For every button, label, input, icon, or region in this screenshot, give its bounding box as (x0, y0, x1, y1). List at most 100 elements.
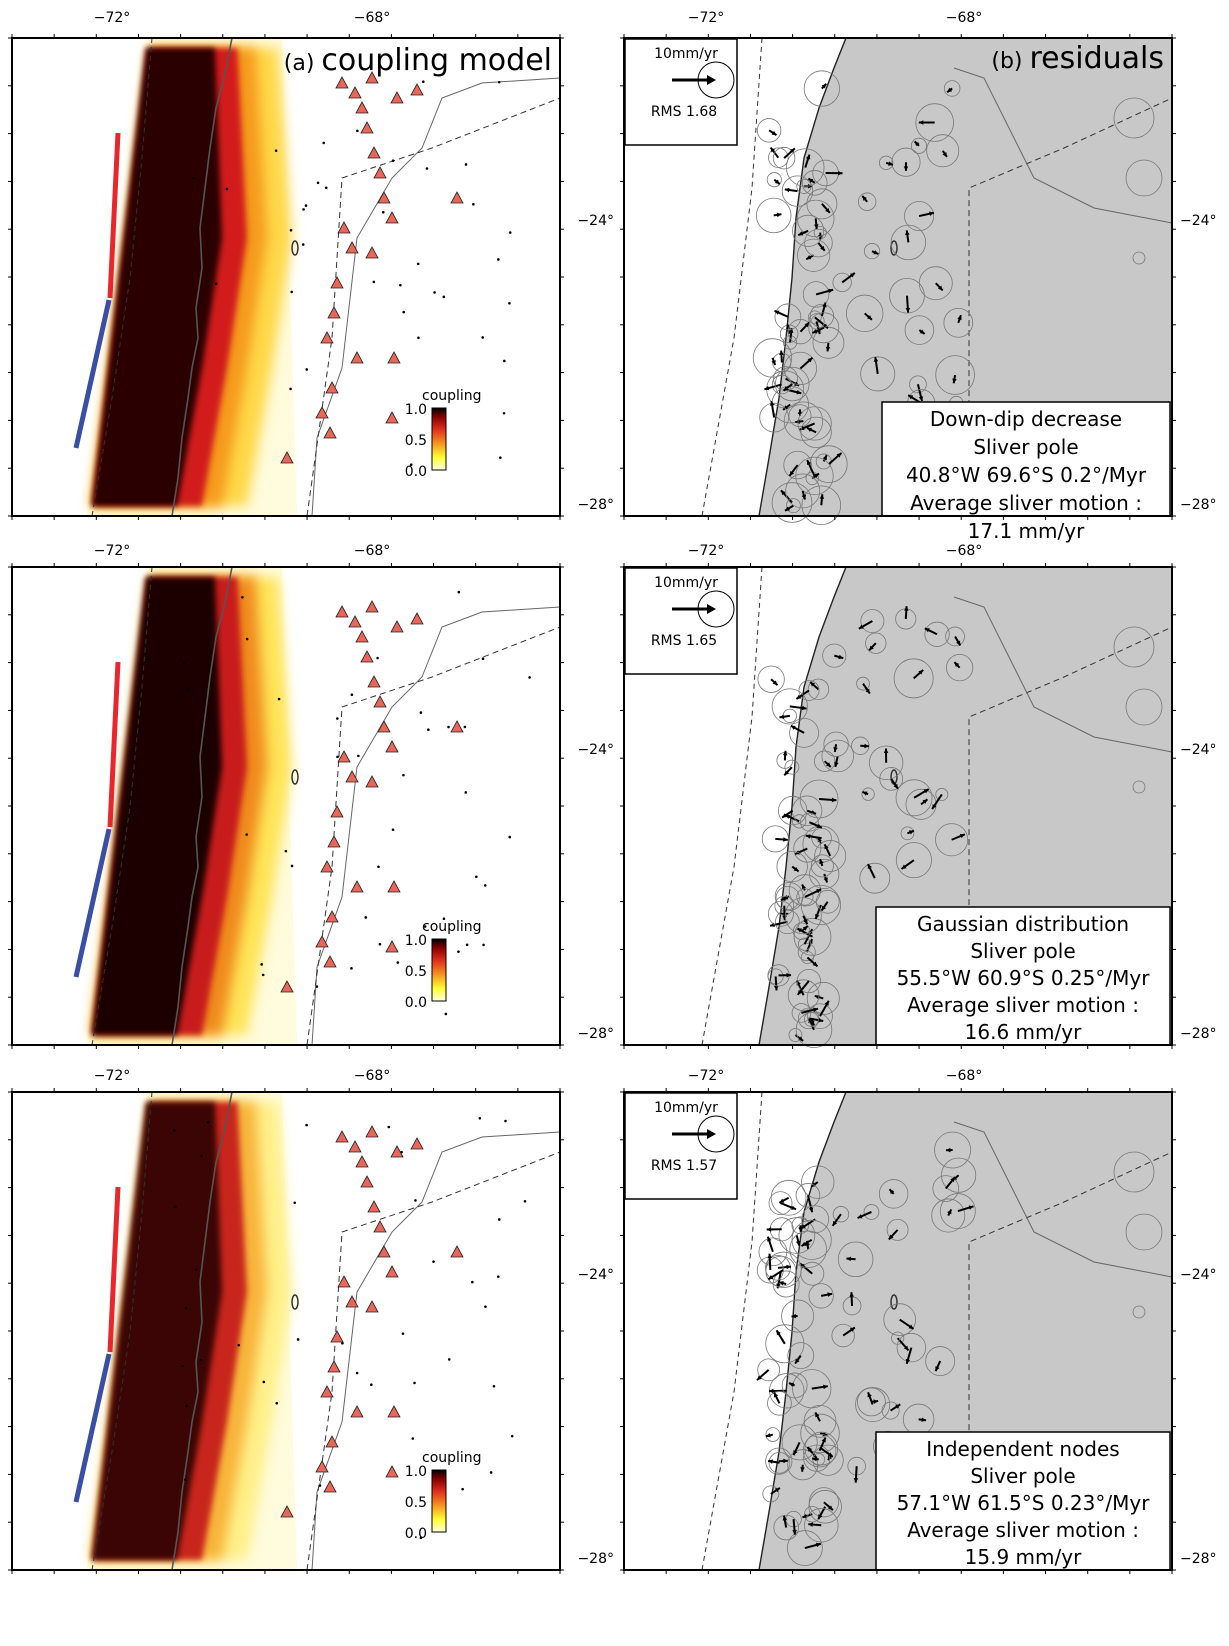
gps-station-dot (391, 159, 395, 162)
scale-box-frame (624, 1092, 738, 1200)
colorbar-ramp (431, 1469, 447, 1533)
gps-station-dot (364, 916, 368, 919)
coupling-heatmap (87, 1092, 297, 1570)
colorbar-label: coupling (422, 1450, 482, 1466)
volcano-marker (385, 940, 399, 953)
gps-station-dot (442, 295, 446, 299)
vector-arrowhead (889, 1189, 895, 1195)
gps-station-dot (423, 925, 427, 928)
vector-arrowhead (786, 1264, 792, 1270)
error-ellipse (765, 1251, 802, 1288)
gps-station-dot (499, 456, 502, 459)
gps-station-dot (290, 864, 294, 868)
error-ellipse (808, 313, 825, 330)
error-ellipse (889, 277, 925, 314)
vector-arrowhead (833, 747, 838, 752)
volcano-marker (387, 1405, 401, 1418)
error-ellipse (791, 1219, 832, 1260)
vector-arrowhead (945, 1147, 951, 1153)
vector-arrowhead (914, 141, 920, 147)
volcano-marker (365, 1125, 379, 1138)
vector-arrowhead (803, 919, 808, 925)
vector-arrowhead (825, 207, 830, 213)
province-boundary (306, 1151, 561, 1571)
vector-arrowhead (838, 170, 843, 176)
model-info-box: Independent nodes Sliver pole 57.1°W 61.5°… (875, 1431, 1171, 1571)
vector-arrowhead (766, 1227, 772, 1232)
error-ellipse (779, 324, 799, 344)
vector-arrowhead (791, 1205, 797, 1210)
error-ellipse (811, 827, 832, 849)
vector-arrowhead (790, 148, 795, 154)
error-ellipse (792, 214, 825, 247)
scale-box: 10mm/yr RMS 1.65 (624, 567, 738, 675)
gps-station-dot (372, 280, 376, 284)
gps-station-dot (447, 1358, 451, 1361)
volcano-marker (410, 83, 424, 96)
vector-arrowhead (819, 494, 825, 499)
vector-arrowhead (921, 1417, 927, 1423)
vector-arrowhead (792, 1530, 797, 1535)
error-ellipse (831, 1323, 855, 1348)
error-ellipse (808, 312, 840, 344)
volcano-marker (320, 860, 334, 873)
gps-station-dot (262, 1380, 266, 1384)
error-ellipse (786, 148, 825, 187)
longitude-tick-label: −68° (354, 10, 391, 26)
error-ellipse (863, 1204, 880, 1220)
vector-arrowhead (808, 1207, 814, 1213)
volcano-marker (365, 775, 379, 788)
vector-arrowhead (822, 455, 827, 461)
vector-arrowhead (947, 87, 953, 93)
volcano-marker (350, 1405, 364, 1418)
error-ellipse (879, 767, 904, 791)
vector-arrowhead (791, 1313, 797, 1319)
error-ellipse (891, 147, 921, 177)
volcano-marker (410, 1137, 424, 1150)
vector-arrowhead (824, 1000, 829, 1006)
gps-station-dot (324, 186, 328, 190)
error-ellipse (797, 937, 812, 951)
vector-arrowhead (779, 714, 785, 719)
salar-outline (890, 1294, 898, 1310)
error-ellipse (797, 1007, 820, 1030)
volcano-marker (325, 1435, 339, 1448)
gps-station-dot (356, 129, 359, 133)
error-ellipse (804, 1508, 839, 1543)
vector-arrowhead (818, 1018, 824, 1023)
error-ellipse (1125, 159, 1163, 197)
error-ellipse (943, 307, 974, 338)
gps-station-dot (478, 1116, 482, 1120)
panel-title-left: (a) coupling model (284, 43, 552, 78)
vector-arrowhead (807, 357, 813, 363)
volcano-marker (385, 411, 399, 424)
volcano-marker (373, 695, 387, 708)
vector-arrowhead (783, 837, 788, 842)
vector-arrowhead (821, 1437, 826, 1443)
error-ellipse (770, 1179, 807, 1216)
error-ellipse (931, 1198, 966, 1233)
gps-station-dot (481, 657, 485, 661)
error-ellipse (761, 825, 789, 853)
volcano-marker (327, 306, 341, 319)
error-ellipse (909, 375, 927, 394)
rupture-segment-south (73, 299, 112, 449)
trench-line (701, 566, 763, 1046)
scale-ellipse (697, 590, 735, 628)
residuals-map-panel-1: 10mm/yr RMS 1.68 Down-dip decrease Sliver p… (577, 34, 1217, 543)
volcano-marker (323, 955, 337, 968)
vector-arrowhead (821, 905, 826, 911)
gps-station-dot (357, 754, 360, 758)
latitude-tick-label: −24° (577, 742, 614, 758)
rms-value: RMS 1.68 (651, 104, 717, 120)
volcano-marker (385, 1465, 399, 1478)
error-ellipse (926, 134, 960, 168)
error-ellipse (1113, 626, 1155, 668)
vector-arrowhead (805, 834, 811, 839)
error-ellipse (781, 1372, 808, 1399)
vector-arrowhead (867, 864, 872, 870)
gps-station-dot (194, 1268, 198, 1272)
model-info-box: Gaussian distribution Sliver pole 55.5°W 6… (875, 906, 1171, 1046)
error-ellipse (837, 1241, 874, 1278)
volcano-marker (385, 740, 399, 753)
